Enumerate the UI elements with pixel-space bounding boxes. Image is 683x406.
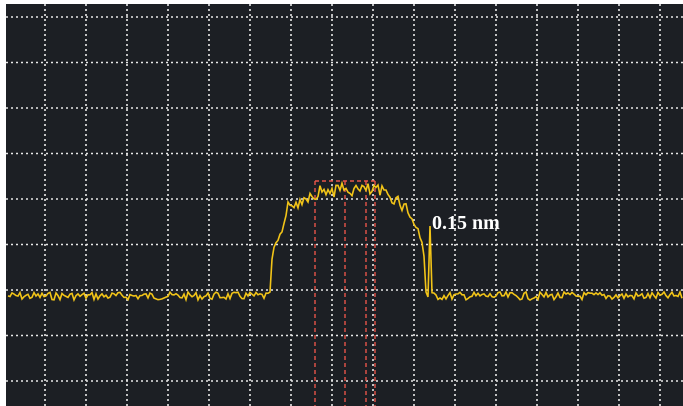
screen-photo: 0.15 nm: [0, 0, 683, 406]
annotation: 0.15 nm: [432, 212, 500, 234]
